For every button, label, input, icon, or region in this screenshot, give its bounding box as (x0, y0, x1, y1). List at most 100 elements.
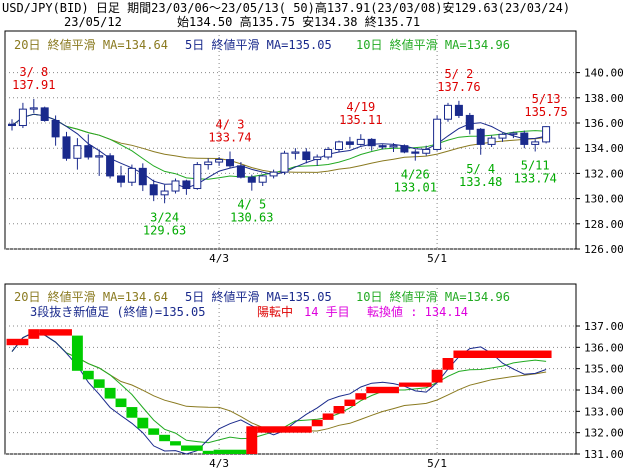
y-tick-label: 135.00 (584, 363, 624, 376)
candle-body-down (40, 107, 49, 121)
candle-body-up (193, 164, 202, 190)
three-line-break-grid (5, 284, 576, 455)
y-tick-label: 128.00 (584, 218, 624, 231)
low-annotation-date: 5/ 4 (466, 162, 495, 176)
candle-body-up (433, 118, 442, 150)
candle-body-down (117, 175, 125, 183)
header-summary: USD/JPY(BID) 日足 期間23/03/06～23/05/13( 50)… (2, 1, 571, 15)
brick-up (398, 382, 432, 387)
candle-body-down (520, 132, 529, 145)
y-tick-label: 131.00 (584, 448, 624, 461)
brick-up (257, 426, 312, 433)
candlestick-y-axis: 140.00 138.00 136.00 134.00 132.00 130.00 128.… (576, 67, 624, 256)
candlestick-x-axis: 4/3 5/1 (209, 252, 447, 265)
brick-down (93, 379, 105, 388)
high-annotation-value: 135.11 (339, 113, 382, 127)
brick-up (431, 369, 443, 383)
y-tick-label: 133.00 (584, 405, 624, 418)
candle-body-down (454, 104, 463, 116)
y-tick-label: 126.00 (584, 243, 624, 256)
candle-body-down (302, 151, 311, 161)
y-tick-label: 136.00 (584, 117, 624, 130)
low-annotation-date: 3/24 (150, 210, 179, 224)
brick-up (333, 406, 345, 414)
candle-body-down (247, 176, 256, 183)
high-annotation-date: 5/13 (532, 92, 561, 106)
x-tick-label: 4/3 (209, 457, 229, 470)
trend-count: 14 手目 (304, 305, 350, 319)
high-annotation-value: 137.76 (437, 80, 480, 94)
candle-body-down (367, 138, 376, 147)
brick-down (71, 335, 83, 371)
candle-body-up (389, 145, 398, 148)
three-line-break-x-axis: 4/3 5/1 (209, 457, 447, 470)
high-annotation-date: 5/ 2 (444, 67, 473, 81)
brick-up (246, 426, 258, 454)
low-annotation-value: 133.01 (394, 181, 437, 195)
ma5-line (11, 113, 547, 189)
brick-down (159, 434, 171, 442)
y-tick-label: 138.00 (584, 92, 624, 105)
candle-body-down (378, 145, 387, 148)
candle-body-down (400, 145, 409, 153)
candle-body-down (411, 151, 420, 154)
y-tick-label: 132.00 (584, 167, 624, 180)
header-ohlc: 始134.50 高135.75 安134.38 終135.71 (177, 15, 421, 29)
brick-up (355, 393, 367, 400)
candle-body-up (356, 138, 365, 145)
brick-up (344, 399, 356, 406)
brick-up (6, 338, 29, 346)
y-tick-label: 134.00 (584, 142, 624, 155)
candle-body-down (476, 128, 485, 145)
brick-down (148, 428, 160, 435)
chart-header: USD/JPY(BID) 日足 期間23/03/06～23/05/13( 50)… (0, 0, 624, 29)
low-annotation-value: 133.48 (459, 175, 502, 189)
brick-down (202, 450, 214, 454)
brick-down (104, 387, 116, 399)
low-annotation-date: 4/26 (401, 168, 430, 182)
high-annotation-value: 135.75 (524, 105, 567, 119)
brick-up (442, 358, 454, 370)
high-annotation-value: 137.91 (12, 78, 55, 92)
header-date: 23/05/12 (64, 15, 122, 29)
candle-body-down (138, 167, 147, 186)
candle-body-up (160, 190, 169, 196)
candle-body-up (291, 151, 300, 154)
candle-body-down (236, 165, 245, 178)
candle-body-up (215, 159, 224, 163)
candle-body-up (531, 141, 540, 145)
candle-body-up (73, 145, 82, 159)
high-annotation-date: 4/19 (346, 100, 375, 114)
high-annotation-date: 3/ 8 (19, 65, 48, 79)
candle-body-up (204, 161, 213, 166)
candle-body-up (335, 141, 343, 150)
brick-down (126, 407, 138, 418)
candle-body-up (313, 156, 322, 161)
y-tick-label: 132.00 (584, 427, 624, 440)
brick-up (28, 329, 40, 339)
top-legend-ma5: 5日 終値平滑 MA=135.05 (185, 37, 332, 52)
brick-up (453, 350, 552, 358)
candle-body-up (127, 167, 136, 183)
candle-body-down (345, 141, 354, 145)
candle-body-up (258, 175, 267, 183)
brick-up (39, 329, 72, 336)
y-tick-label: 137.00 (584, 320, 624, 333)
candle-body-up (444, 104, 452, 120)
bottom-legend-ma10: 10日 終値平滑 MA=134.96 (356, 289, 510, 304)
brick-up (366, 386, 399, 394)
candle-body-down (465, 114, 474, 130)
high-annotation-value: 133.74 (208, 130, 251, 144)
bottom-legend-ma5: 5日 終値平滑 MA=135.05 (185, 289, 332, 304)
three-line-break-value: 3段抜き新値足 (終値)=135.05 (30, 304, 205, 319)
candle-body-down (226, 159, 234, 167)
candle-body-up (18, 108, 27, 127)
reversal-value: 転換値 : 134.14 (367, 304, 468, 319)
candle-body-down (62, 136, 71, 159)
three-line-break-y-axis: 137.00 136.00 135.00 134.00 133.00 132.00 131.… (576, 320, 624, 461)
three-line-break-series (6, 329, 552, 454)
